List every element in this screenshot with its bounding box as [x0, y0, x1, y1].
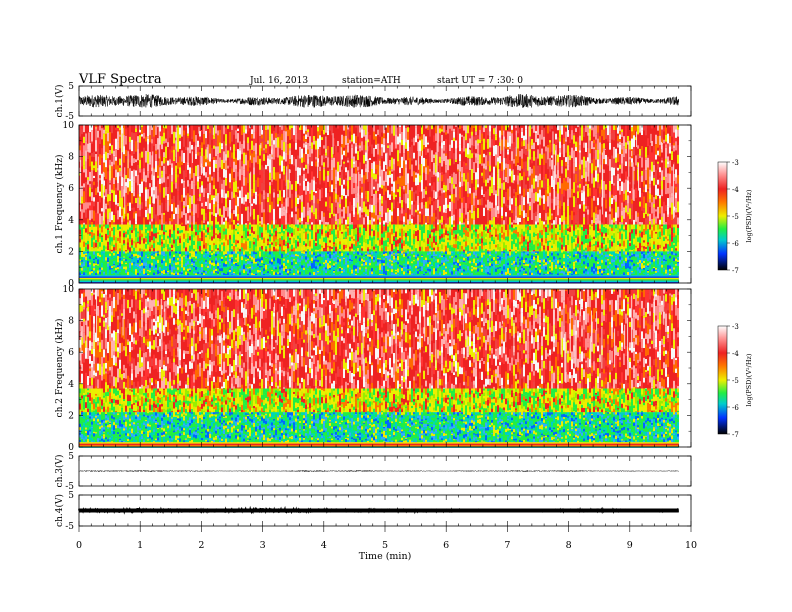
- ch1-spectrogram-ytick-label: 8: [68, 153, 74, 163]
- ch2-spectrogram-colorbar-label: log(PSD)(V²/Hz): [745, 353, 753, 406]
- ch4-waveform-ylabel: ch.4(V): [54, 494, 65, 527]
- x-tick-label: 9: [627, 540, 633, 551]
- ch1-spectrogram-colorbar-tick: -6: [732, 240, 739, 248]
- ch4-waveform-trace: [78, 505, 679, 515]
- ch3-waveform-ytick-label: 5: [68, 452, 74, 462]
- ch1-waveform-trace: [78, 93, 680, 108]
- x-tick-label: 4: [321, 540, 327, 551]
- x-tick-label: 7: [504, 540, 510, 551]
- ch1-spectrogram-colorbar-tick: -3: [732, 159, 739, 167]
- ch1-spectrogram-ytick-label: 4: [68, 216, 74, 226]
- ch1-spectrogram-colorbar-tick: -7: [732, 267, 739, 275]
- ch2-spectrogram-ytick-label: 8: [68, 317, 74, 327]
- ch2-spectrogram-ytick-label: 6: [68, 348, 74, 358]
- ch4-waveform-ytick-label: -5: [65, 522, 74, 532]
- ch1-spectrogram-ytick-label: 10: [63, 121, 75, 131]
- ch3-waveform-ylabel: ch.3(V): [54, 455, 65, 488]
- ch2-spectrogram-ylabel: ch.2 Frequency (kHz): [54, 319, 65, 418]
- x-tick-label: 8: [566, 540, 572, 551]
- ch2-spectrogram-colorbar-tick: -3: [732, 323, 739, 331]
- ch1-spectrogram-colorbar-tick: -4: [732, 186, 739, 194]
- ch3-waveform-trace: [78, 469, 679, 473]
- ch2-spectrogram-colorbar-tick: -5: [732, 377, 739, 385]
- ch2-spectrogram-colorbar: [717, 325, 728, 435]
- header-station: station=ATH: [342, 76, 401, 86]
- ch3-waveform-ytick-label: -5: [65, 482, 74, 492]
- header-date: Jul. 16, 2013: [250, 76, 308, 86]
- chart-title: VLF Spectra: [79, 72, 162, 87]
- ch4-waveform-ytick-label: 5: [68, 491, 74, 501]
- ch1-waveform-ytick-label: -5: [65, 112, 74, 122]
- ch2-spectrogram-colorbar-tick: -4: [732, 350, 739, 358]
- header-start-ut: start UT = 7 :30: 0: [437, 76, 523, 86]
- ch2-spectrogram-ytick-label: 2: [68, 411, 74, 421]
- ch2-spectrogram-image: [79, 289, 679, 448]
- ch2-spectrogram-ytick-label: 10: [63, 285, 75, 295]
- ch1-spectrogram-colorbar-label: log(PSD)(V²/Hz): [745, 189, 753, 242]
- x-tick-label: 0: [76, 540, 82, 551]
- x-tick-label: 10: [685, 540, 697, 551]
- ch1-waveform-ytick-label: 5: [68, 82, 74, 92]
- ch1-spectrogram-ytick-label: 0: [68, 279, 74, 289]
- ch1-spectrogram-colorbar: [717, 161, 728, 271]
- x-tick-label: 1: [137, 540, 143, 551]
- ch1-spectrogram-image: [79, 125, 679, 284]
- ch1-spectrogram-ytick-label: 6: [68, 184, 74, 194]
- ch1-spectrogram-ylabel: ch.1 Frequency (kHz): [54, 155, 65, 254]
- ch1-waveform-ylabel: ch.1(V): [54, 85, 65, 118]
- ch1-spectrogram-colorbar-tick: -5: [732, 213, 739, 221]
- x-tick-label: 3: [260, 540, 266, 551]
- x-tick-label: 2: [198, 540, 204, 551]
- ch2-spectrogram-ytick-label: 4: [68, 380, 74, 390]
- ch2-spectrogram-ytick-label: 0: [68, 443, 74, 453]
- x-tick-label: 5: [382, 540, 388, 551]
- x-tick-label: 6: [443, 540, 449, 551]
- ch1-spectrogram-ytick-label: 2: [68, 247, 74, 257]
- ch2-spectrogram-colorbar-tick: -6: [732, 404, 739, 412]
- x-axis-label: Time (min): [359, 551, 412, 562]
- ch2-spectrogram-colorbar-tick: -7: [732, 431, 739, 439]
